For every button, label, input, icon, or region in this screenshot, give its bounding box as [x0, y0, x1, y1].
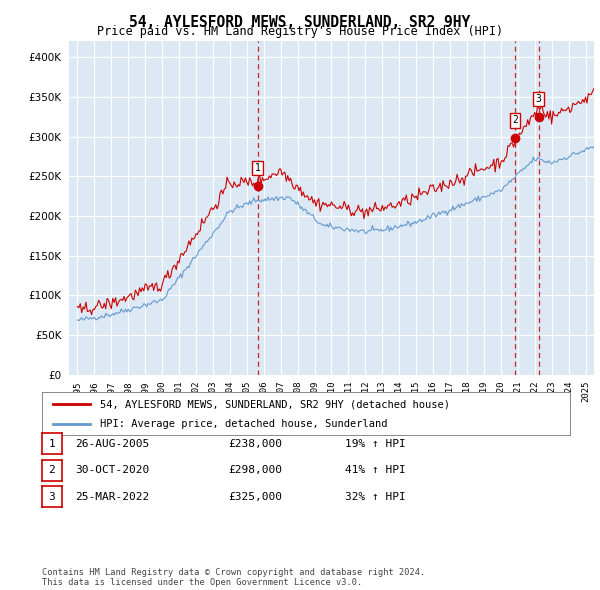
Text: 26-AUG-2005: 26-AUG-2005 — [75, 439, 149, 448]
Text: 3: 3 — [536, 94, 542, 104]
Text: 1: 1 — [49, 439, 55, 448]
Text: 41% ↑ HPI: 41% ↑ HPI — [345, 466, 406, 475]
Text: £325,000: £325,000 — [228, 492, 282, 502]
Text: £298,000: £298,000 — [228, 466, 282, 475]
Text: 2: 2 — [49, 466, 55, 475]
Text: HPI: Average price, detached house, Sunderland: HPI: Average price, detached house, Sund… — [100, 419, 388, 429]
Text: 2: 2 — [512, 116, 518, 126]
Text: 32% ↑ HPI: 32% ↑ HPI — [345, 492, 406, 502]
Text: Price paid vs. HM Land Registry's House Price Index (HPI): Price paid vs. HM Land Registry's House … — [97, 25, 503, 38]
Text: 25-MAR-2022: 25-MAR-2022 — [75, 492, 149, 502]
Text: 30-OCT-2020: 30-OCT-2020 — [75, 466, 149, 475]
Text: 54, AYLESFORD MEWS, SUNDERLAND, SR2 9HY (detached house): 54, AYLESFORD MEWS, SUNDERLAND, SR2 9HY … — [100, 399, 450, 409]
Text: Contains HM Land Registry data © Crown copyright and database right 2024.
This d: Contains HM Land Registry data © Crown c… — [42, 568, 425, 587]
Text: 3: 3 — [49, 492, 55, 502]
Text: 1: 1 — [255, 163, 261, 173]
Text: £238,000: £238,000 — [228, 439, 282, 448]
Text: 19% ↑ HPI: 19% ↑ HPI — [345, 439, 406, 448]
Text: 54, AYLESFORD MEWS, SUNDERLAND, SR2 9HY: 54, AYLESFORD MEWS, SUNDERLAND, SR2 9HY — [130, 15, 470, 30]
